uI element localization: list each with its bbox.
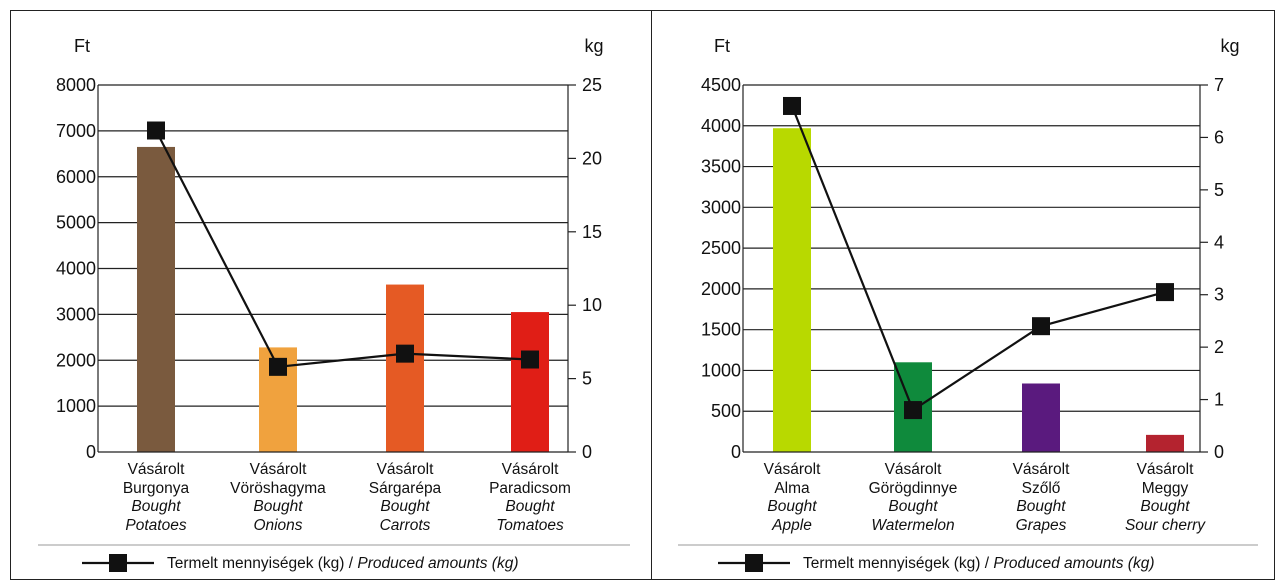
chart1-y-left-tick-label: 2000	[56, 350, 96, 370]
chart2-category-label-hu: Meggy	[1142, 480, 1189, 497]
chart2-bar-1	[773, 128, 811, 453]
chart1-category-label-hu: Vásárolt	[128, 461, 186, 478]
chart1-y-left-tick-label: 1000	[56, 396, 96, 416]
chart1-line-marker-1	[147, 121, 165, 140]
chart1-category-label-en: Onions	[253, 517, 302, 534]
chart2-line-marker-3	[1032, 317, 1050, 336]
chart1-bar-4	[511, 312, 549, 452]
chart1-y-left-tick-label: 0	[86, 442, 96, 462]
chart1-category-label-hu: Burgonya	[123, 480, 190, 497]
chart1-y-left-unit: Ft	[74, 36, 90, 56]
chart2-y-right-tick-label: 0	[1214, 442, 1224, 462]
chart2-legend-label: Termelt mennyiségek (kg) / Produced amou…	[803, 555, 1154, 572]
chart1-legend-label: Termelt mennyiségek (kg) / Produced amou…	[167, 555, 518, 572]
chart2-y-right-tick-label: 4	[1214, 232, 1224, 252]
chart2-category-label-hu: Vásárolt	[764, 461, 822, 478]
chart2-category-label-en: Bought	[888, 498, 938, 515]
chart2-y-left-tick-label: 1000	[701, 360, 741, 380]
chart1-category-label-hu: Paradicsom	[489, 480, 571, 497]
chart2-line-marker-1	[783, 96, 801, 115]
chart2-category-label-en: Bought	[1140, 498, 1190, 515]
chart2-y-right-tick-label: 5	[1214, 180, 1224, 200]
chart2-y-right-tick-label: 6	[1214, 127, 1224, 147]
chart1-legend-label-en: Produced amounts (kg)	[357, 555, 518, 572]
chart2-category-label-hu: Görögdinnye	[869, 480, 958, 497]
chart2-y-left-tick-label: 4500	[701, 75, 741, 95]
chart1-line-series	[155, 130, 531, 369]
chart1-category-label-en: Bought	[253, 498, 303, 515]
chart1-line-marker-2	[269, 357, 287, 376]
chart2-category-label-en: Bought	[1016, 498, 1066, 515]
chart1-category-label-en: Potatoes	[125, 517, 186, 534]
chart1-y-right-tick-label: 25	[582, 75, 602, 95]
chart1-y-right-tick-label: 20	[582, 148, 602, 168]
chart2-category-label-hu: Vásárolt	[1013, 461, 1071, 478]
chart2-bar-4	[1146, 434, 1184, 452]
chart1-y-right-tick-label: 0	[582, 442, 592, 462]
chart1-y-left-tick-label: 8000	[56, 75, 96, 95]
chart2-category-label-hu: Vásárolt	[885, 461, 943, 478]
chart1-bar-1	[137, 146, 175, 452]
chart1-category-label-en: Bought	[505, 498, 555, 515]
chart2-category-label-hu: Szőlő	[1022, 480, 1061, 497]
chart1-category-label-en: Bought	[380, 498, 430, 515]
chart1-y-left-tick-label: 7000	[56, 121, 96, 141]
chart1-y-left-tick-label: 3000	[56, 304, 96, 324]
chart2-y-right-tick-label: 7	[1214, 75, 1224, 95]
chart2-category-label-en: Sour cherry	[1125, 517, 1206, 534]
chart2-y-left-tick-label: 1500	[701, 320, 741, 340]
chart2-line-marker-2	[904, 401, 922, 420]
chart2-category-label-en: Grapes	[1016, 517, 1067, 534]
chart1-y-left-tick-label: 5000	[56, 213, 96, 233]
chart2-y-right-tick-label: 2	[1214, 337, 1224, 357]
chart2-bar-3	[1022, 383, 1060, 452]
chart2-legend-label-hu: Termelt mennyiségek (kg) /	[803, 555, 993, 572]
chart1-category-label-hu: Vásárolt	[250, 461, 308, 478]
chart1-category-label-en: Carrots	[380, 517, 431, 534]
chart1-y-right-tick-label: 10	[582, 295, 602, 315]
chart1-category-label-hu: Vöröshagyma	[230, 480, 326, 497]
chart1-legend-label-hu: Termelt mennyiségek (kg) /	[167, 555, 357, 572]
chart2-y-left-tick-label: 4000	[701, 116, 741, 136]
chart2-y-right-tick-label: 1	[1214, 390, 1224, 410]
chart2-y-left-tick-label: 0	[731, 442, 741, 462]
chart2-y-left-tick-label: 2500	[701, 238, 741, 258]
chart1-y-left-tick-label: 6000	[56, 167, 96, 187]
chart2-category-label-en: Watermelon	[871, 517, 954, 534]
chart1-category-label-hu: Vásárolt	[377, 461, 435, 478]
chart2-legend-marker-icon	[745, 554, 763, 572]
chart1-line-marker-4	[521, 350, 539, 369]
chart2-line-series	[790, 105, 1166, 412]
chart1-y-right-unit: kg	[584, 36, 603, 56]
chart1-legend-marker-icon	[109, 554, 127, 572]
chart2-category-label-en: Apple	[771, 517, 812, 534]
chart1-category-label-en: Tomatoes	[496, 517, 564, 534]
chart1-y-right-tick-label: 5	[582, 369, 592, 389]
chart2-y-left-unit: Ft	[714, 36, 730, 56]
chart2-y-right-unit: kg	[1220, 36, 1239, 56]
chart1-category-label-hu: Sárgarépa	[369, 480, 442, 497]
chart1-category-label-hu: Vásárolt	[502, 461, 560, 478]
chart1-y-right-tick-label: 15	[582, 222, 602, 242]
chart2-category-label-hu: Vásárolt	[1137, 461, 1195, 478]
chart2-y-left-tick-label: 500	[711, 401, 741, 421]
chart1-y-left-tick-label: 4000	[56, 259, 96, 279]
chart-panel-right-frame	[651, 10, 1275, 580]
chart1-bar-3	[386, 284, 424, 452]
chart2-y-right-tick-label: 3	[1214, 285, 1224, 305]
chart1-line-marker-3	[396, 344, 414, 363]
chart2-category-label-hu: Alma	[774, 480, 810, 497]
chart2-y-left-tick-label: 3500	[701, 157, 741, 177]
chart2-legend-label-en: Produced amounts (kg)	[993, 555, 1154, 572]
chart2-category-label-en: Bought	[767, 498, 817, 515]
chart2-line-marker-4	[1156, 283, 1174, 302]
chart2-y-left-tick-label: 3000	[701, 197, 741, 217]
chart1-category-label-en: Bought	[131, 498, 181, 515]
chart2-y-left-tick-label: 2000	[701, 279, 741, 299]
